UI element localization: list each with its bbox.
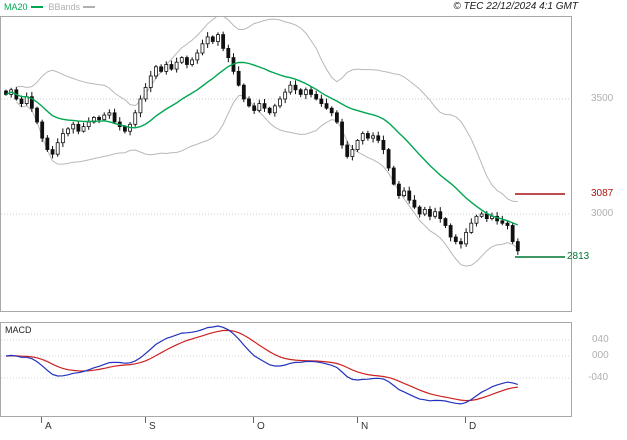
x-axis-tick	[253, 417, 254, 423]
chart-header: MA20 BBands © TEC 22/12/2024 4:1 GMT	[0, 0, 627, 16]
macd-axis-label-pos: 040	[592, 334, 609, 345]
copyright-text: © TEC 22/12/2024 4:1 GMT	[453, 1, 578, 12]
x-axis-label-december: D	[469, 421, 477, 432]
ma20-line-sample-icon	[30, 6, 43, 8]
x-axis-label-august: A	[45, 421, 52, 432]
resistance-level-label: 3087	[591, 188, 614, 199]
price-axis-label-3500: 3500	[591, 93, 614, 104]
legend-ma20-label: MA20	[4, 2, 28, 12]
x-axis-label-september: S	[149, 421, 156, 432]
macd-axis-label-neg: -040	[588, 372, 609, 383]
x-axis-label-october: O	[257, 421, 265, 432]
x-axis-tick	[41, 417, 42, 423]
x-axis-tick	[145, 417, 146, 423]
x-axis-tick	[357, 417, 358, 423]
legend-item-bbands: BBands	[49, 2, 96, 12]
legend: MA20 BBands	[4, 2, 96, 12]
bbands-line-sample-icon	[83, 6, 96, 8]
macd-axis-label-zero: 000	[592, 350, 609, 361]
macd-panel-label: MACD	[5, 325, 32, 335]
price-panel	[0, 16, 572, 312]
legend-item-ma20: MA20	[4, 2, 43, 12]
legend-bbands-label: BBands	[48, 2, 81, 12]
x-axis-tick	[465, 417, 466, 423]
x-axis-label-november: N	[361, 421, 369, 432]
price-chart-canvas[interactable]	[1, 17, 571, 311]
macd-chart-canvas[interactable]	[1, 323, 571, 416]
price-axis-label-3000: 3000	[591, 208, 614, 219]
macd-panel: MACD	[0, 322, 572, 417]
support-level-label: 2813	[567, 251, 590, 262]
